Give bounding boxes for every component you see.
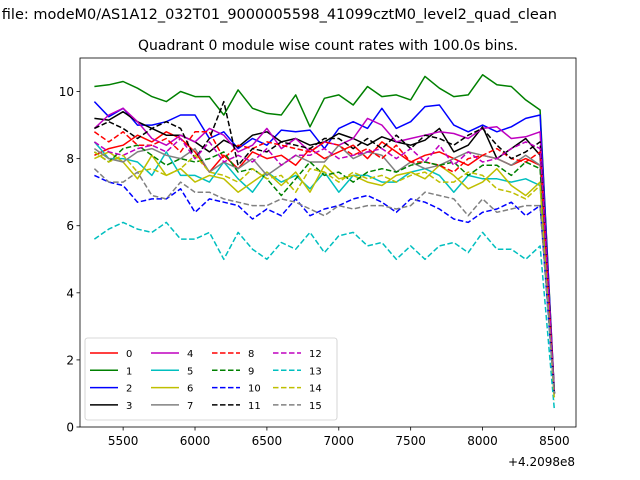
x-offset-label: +4.2098e8 xyxy=(508,455,575,469)
y-tick-label: 10 xyxy=(59,85,74,99)
legend-label-7: 7 xyxy=(187,401,193,412)
y-tick-label: 8 xyxy=(66,152,74,166)
series-line-1 xyxy=(94,74,556,394)
series-line-7 xyxy=(93,144,556,394)
legend-label-10: 10 xyxy=(248,384,261,395)
series-line-11 xyxy=(94,100,556,394)
legend-label-15: 15 xyxy=(309,401,322,412)
y-tick-label: 0 xyxy=(66,421,74,435)
legend-label-13: 13 xyxy=(309,366,322,377)
legend-label-9: 9 xyxy=(248,366,254,377)
series-line-14 xyxy=(93,151,556,401)
legend-label-11: 11 xyxy=(248,401,261,412)
series-line-13 xyxy=(93,221,556,411)
legend-label-12: 12 xyxy=(309,349,322,360)
legend-box xyxy=(84,337,338,421)
series-line-8 xyxy=(93,131,556,397)
x-tick-label: 6000 xyxy=(180,434,211,448)
legend-label-1: 1 xyxy=(126,366,132,377)
x-tick-label: 7000 xyxy=(324,434,355,448)
series-line-15 xyxy=(93,168,556,394)
legend-label-14: 14 xyxy=(309,384,322,395)
series-layer xyxy=(93,74,556,411)
legend-label-6: 6 xyxy=(187,384,193,395)
x-tick-label: 7500 xyxy=(395,434,426,448)
series-line-0 xyxy=(94,131,556,394)
series-line-4 xyxy=(93,107,556,394)
legend-label-3: 3 xyxy=(126,401,132,412)
plot-frame xyxy=(79,57,577,428)
legend-label-2: 2 xyxy=(126,384,132,395)
y-tick-label: 4 xyxy=(66,286,74,300)
y-tick-label: 2 xyxy=(66,353,74,367)
figure-suptitle: n file: modeM0/AS1A12_032T01_9000005598_… xyxy=(0,7,557,23)
y-tick-label: 6 xyxy=(66,219,74,233)
series-line-10 xyxy=(94,174,556,397)
x-tick-label: 6500 xyxy=(252,434,283,448)
chart-title: Quadrant 0 module wise count rates with … xyxy=(138,38,518,54)
series-line-12 xyxy=(93,137,556,394)
series-line-9 xyxy=(93,144,556,394)
legend-label-5: 5 xyxy=(187,366,193,377)
legend-label-0: 0 xyxy=(126,349,132,360)
x-tick-label: 5500 xyxy=(108,434,139,448)
x-tick-label: 8500 xyxy=(539,434,570,448)
legend-label-4: 4 xyxy=(187,349,193,360)
x-tick-label: 8000 xyxy=(467,434,498,448)
legend-label-8: 8 xyxy=(248,349,254,360)
